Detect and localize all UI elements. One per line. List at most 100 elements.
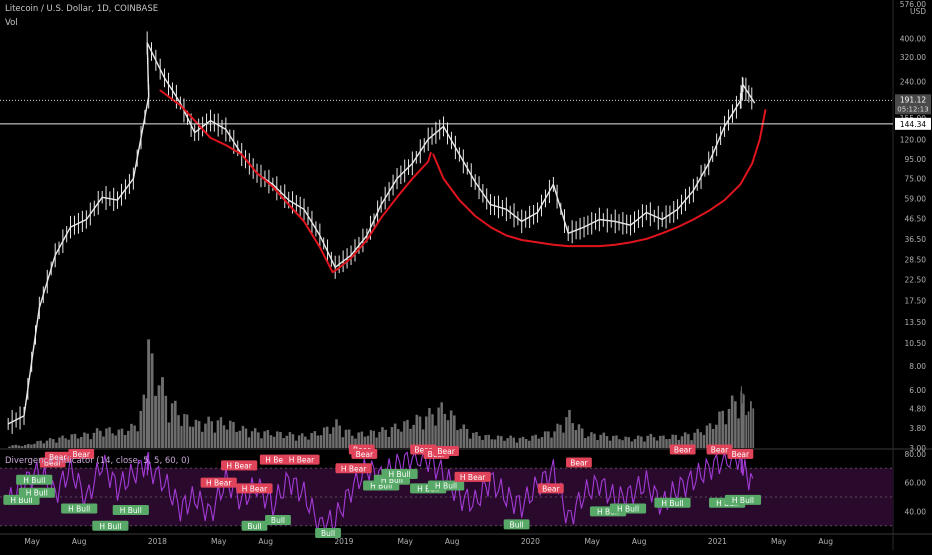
volume-bar (384, 429, 387, 448)
volume-bar (36, 441, 39, 448)
volume-bar (216, 420, 220, 448)
bull-signal-text: Bull (321, 529, 335, 538)
volume-bar (139, 410, 142, 448)
bull-signal-box (16, 474, 53, 485)
support-price-text: 144.34 (900, 120, 926, 129)
volume-bar (86, 433, 89, 448)
volume-bar (437, 407, 440, 448)
volume-bar (369, 430, 373, 448)
volume-bar (521, 436, 525, 448)
volume-bar (615, 435, 618, 448)
volume-label: Vol (5, 18, 18, 28)
volume-bar (235, 431, 238, 448)
volume-bar (705, 425, 709, 448)
volume-bar (584, 438, 587, 448)
volume-bar (351, 435, 354, 448)
volume-bar (89, 439, 93, 448)
volume-bar (550, 437, 553, 448)
volume-bar (475, 432, 478, 448)
bull-signal-box (427, 480, 465, 491)
price-tick-label: 46.50 (905, 215, 927, 224)
volume-bar (459, 428, 462, 448)
bull-signal-box (265, 515, 291, 526)
volume-bar (360, 431, 364, 448)
volume-bar (518, 438, 522, 448)
volume-bar (462, 424, 466, 448)
volume-bar (111, 433, 114, 448)
bear-signal: Bear (566, 457, 592, 468)
volume-bar (232, 421, 235, 448)
volume-bar (222, 425, 226, 448)
bear-signal-box (669, 444, 696, 455)
volume-bar (740, 386, 742, 448)
bull-signal: H Bull (61, 503, 98, 514)
volume-bar (406, 419, 409, 448)
volume-bar (341, 437, 345, 448)
volume-bar (741, 403, 743, 448)
volume-bar (693, 432, 696, 448)
volume-bar (740, 391, 742, 448)
volume-bar (285, 435, 289, 448)
volume-bar (683, 432, 687, 448)
volume-bar (276, 431, 279, 448)
volume-bar (244, 428, 248, 448)
volume-bar (201, 431, 204, 448)
volume-bar (537, 438, 541, 448)
bull-signal-box (315, 528, 341, 538)
volume-bar (500, 436, 503, 448)
volume-bar (357, 432, 360, 448)
volume-bar (291, 434, 295, 448)
volume-bar (702, 434, 706, 448)
bull-signal-box (112, 504, 149, 515)
volume-bar (506, 438, 509, 448)
volume-bar (468, 438, 472, 448)
bull-signal-box (654, 497, 691, 508)
volume-bar (282, 438, 285, 448)
volume-bar (412, 424, 415, 448)
time-tick-label: Aug (818, 537, 833, 546)
bull-signal-text: H Bull (370, 482, 392, 491)
bear-signal-text: H Bear (341, 464, 367, 473)
volume-bar (272, 436, 276, 448)
bear-signal-text: Bear (542, 484, 560, 493)
volume-bar (335, 419, 338, 448)
volume-bar (157, 385, 161, 448)
volume-bar (621, 440, 624, 448)
volume-bar (543, 431, 547, 448)
volume-bar (114, 435, 117, 448)
symbol-title: Litecoin / U.S. Dollar, 1D, COINBASE (5, 4, 159, 14)
price-tick-label: 28.50 (905, 256, 927, 265)
bull-signal: Bull (265, 515, 291, 526)
bear-signal: Bear (706, 444, 733, 455)
volume-bar (752, 408, 755, 448)
last-price-text: 191.12 (900, 95, 926, 104)
bear-signal-box (454, 471, 491, 482)
volume-bar (659, 435, 662, 448)
price-tick-label: 75.00 (905, 175, 927, 184)
volume-bar (599, 434, 602, 448)
volume-bar (263, 431, 266, 448)
volume-bar (225, 429, 229, 448)
osc-tick-label: 60.00 (905, 479, 927, 488)
volume-bar (61, 435, 64, 448)
volume-bar (456, 430, 459, 448)
price-tick-label: 4.80 (909, 405, 926, 414)
volume-bar (687, 434, 690, 448)
bull-signal: H Bull (427, 480, 465, 491)
volume-bar (142, 394, 146, 448)
volume-bar (310, 433, 313, 448)
bear-signal-box (351, 448, 378, 459)
volume-bar (204, 423, 207, 448)
volume-bar (727, 408, 731, 448)
volume-bar (465, 428, 469, 448)
volume-bar (478, 435, 481, 448)
bear-signal-text: Bear (44, 459, 62, 468)
volume-bar (674, 434, 677, 448)
volume-bar (73, 433, 77, 448)
volume-bar (102, 436, 105, 448)
volume-bar (562, 432, 565, 448)
volume-bar (253, 428, 257, 448)
volume-bar (14, 444, 18, 448)
